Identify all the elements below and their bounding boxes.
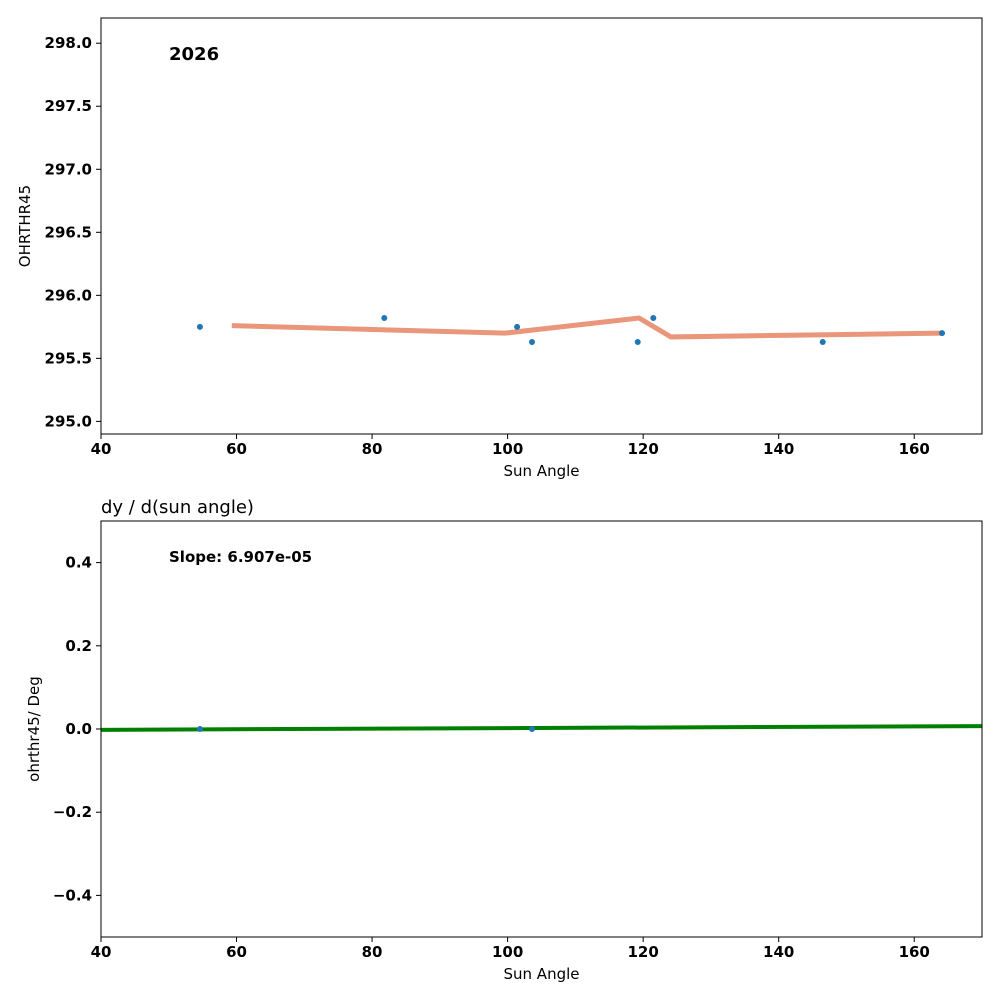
x-axis-label: Sun Angle <box>504 462 580 480</box>
x-axis-label: Sun Angle <box>504 965 580 983</box>
data-point <box>514 323 521 330</box>
data-point <box>939 330 946 337</box>
x-tick-label: 120 <box>627 943 658 961</box>
x-tick-label: 40 <box>91 440 112 458</box>
y-axis-label: ohrthr45/ Deg <box>25 676 43 782</box>
x-tick-label: 160 <box>899 943 930 961</box>
y-tick-label: −0.2 <box>53 803 92 821</box>
annotation: Slope: 6.907e-05 <box>169 548 312 566</box>
subplot-1: 40 60 80 100 120 140 160 295.0 295.5 296.0 296.5 29… <box>16 17 983 480</box>
y-tick-label: 295.0 <box>45 412 92 430</box>
y-tick-label: 297.5 <box>45 97 92 115</box>
x-tick-label: 80 <box>362 943 383 961</box>
y-tick-label: 296.5 <box>45 223 92 241</box>
data-point <box>650 315 657 322</box>
y-tick-label: 297.0 <box>45 160 92 178</box>
y-tick-label: −0.4 <box>53 886 92 904</box>
x-tick-label: 60 <box>226 943 247 961</box>
x-tick-label: 140 <box>763 943 794 961</box>
x-tick-label: 80 <box>362 440 383 458</box>
x-tick-label: 100 <box>492 440 523 458</box>
axes-frame <box>100 17 983 435</box>
data-point <box>529 338 536 345</box>
data-point <box>196 323 203 330</box>
y-tick-label: 295.5 <box>45 349 92 367</box>
data-point <box>529 726 536 732</box>
annotation: 2026 <box>169 44 219 65</box>
subplot-title: dy / d(sun angle) <box>101 497 254 518</box>
y-tick-label: 0.2 <box>65 637 92 655</box>
fit-line <box>101 724 982 732</box>
data-point <box>381 315 388 322</box>
y-tick-label: 298.0 <box>45 34 92 52</box>
data-point <box>634 338 641 345</box>
y-tick-label: 0.0 <box>65 720 92 738</box>
x-tick-label: 100 <box>492 943 523 961</box>
y-axis-label: OHRTHR45 <box>16 185 34 267</box>
subplot-2: 40 60 80 100 120 140 160 −0.4 −0.2 0.0 0.2 0.4 Sun A… <box>25 497 983 983</box>
y-tick-label: 0.4 <box>65 554 92 572</box>
x-tick-label: 120 <box>627 440 658 458</box>
x-tick-label: 40 <box>91 943 112 961</box>
y-tick-label: 296.0 <box>45 286 92 304</box>
data-point <box>819 338 826 345</box>
x-tick-label: 60 <box>226 440 247 458</box>
x-tick-label: 160 <box>899 440 930 458</box>
data-point <box>196 726 203 732</box>
x-tick-label: 140 <box>763 440 794 458</box>
axes-frame <box>100 520 983 938</box>
fit-line <box>231 315 943 340</box>
